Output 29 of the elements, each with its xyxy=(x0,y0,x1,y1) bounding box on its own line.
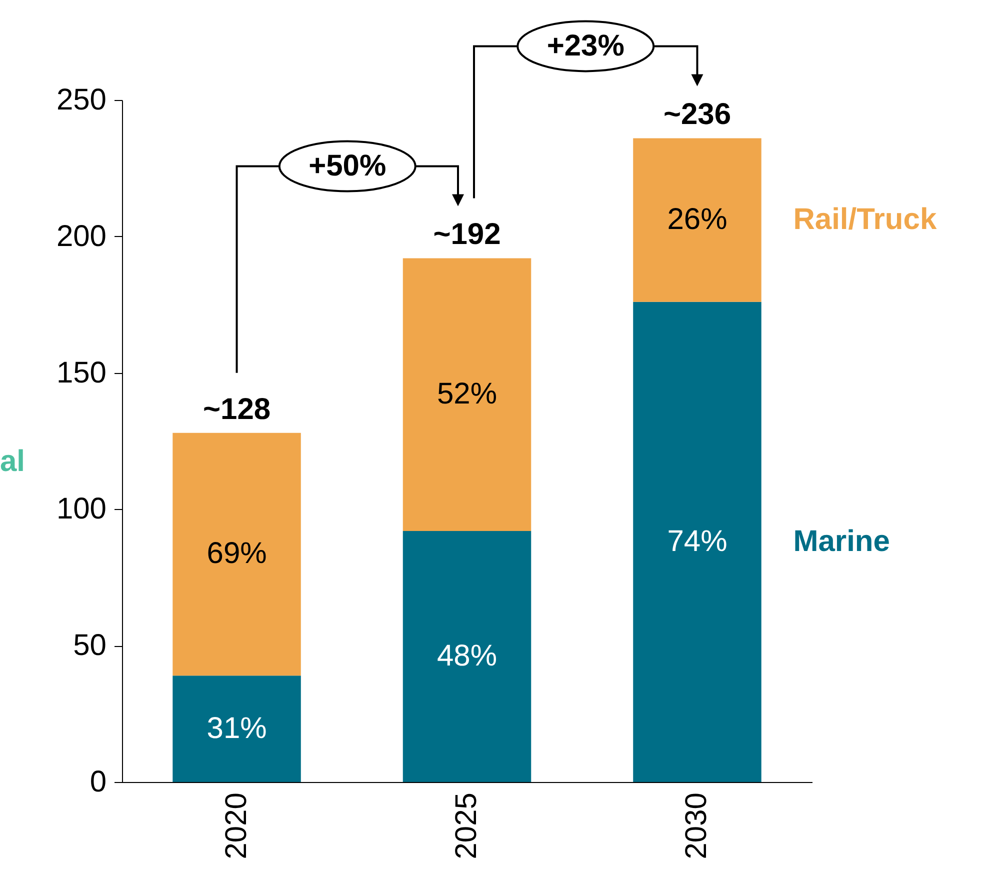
annotation: 48% xyxy=(436,640,498,673)
series-label: Rail/Truck xyxy=(793,203,937,236)
x-tick-label: 2025 xyxy=(450,792,483,860)
total-label: ~128 xyxy=(202,392,271,426)
text: +23% xyxy=(546,30,624,63)
text: al xyxy=(0,444,26,478)
bar xyxy=(633,138,762,302)
annotation: 69% xyxy=(206,537,267,570)
y-tick-label: 250 xyxy=(56,84,106,116)
annotation: 74% xyxy=(667,524,728,558)
bar xyxy=(172,676,301,782)
y-tick-label: 150 xyxy=(56,356,106,390)
annotation: 26% xyxy=(667,203,728,236)
total-label: ~192 xyxy=(433,218,501,252)
annotation: 31% xyxy=(206,712,267,745)
bar xyxy=(172,432,301,676)
y-tick-label: 200 xyxy=(56,220,106,253)
y-tick-label: 100 xyxy=(56,492,106,526)
series-label: Marine xyxy=(793,524,890,558)
y-tick-label: 50 xyxy=(73,629,106,662)
x-tick-label: 2020 xyxy=(220,792,253,860)
bar xyxy=(402,258,532,532)
x-tick-label: 2030 xyxy=(680,792,714,860)
y-tick-label: 0 xyxy=(90,766,106,798)
bar xyxy=(402,531,532,782)
total-label: ~236 xyxy=(663,98,732,132)
annotation: 52% xyxy=(436,378,498,411)
annotation: +50% xyxy=(308,150,386,183)
bar xyxy=(633,302,762,782)
